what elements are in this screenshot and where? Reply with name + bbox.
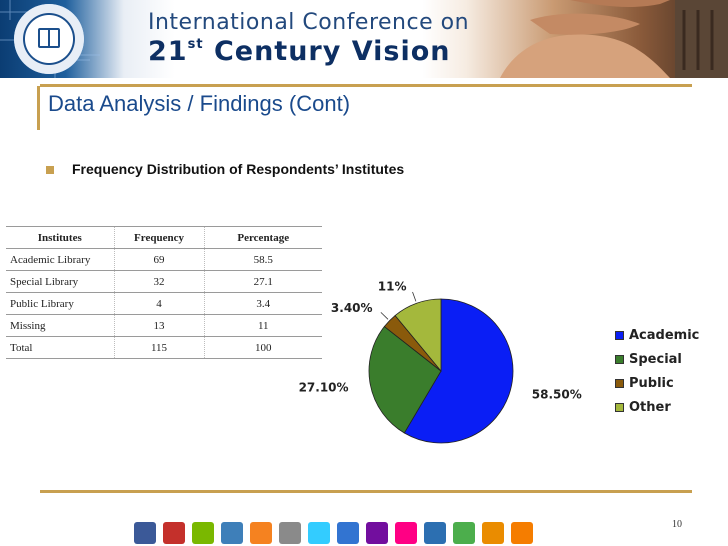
data-label-public: 3.40%: [331, 301, 373, 315]
myspace-icon[interactable]: [221, 522, 243, 544]
conference-title: International Conference on 21st Century…: [148, 10, 469, 67]
page-number: 10: [672, 519, 682, 530]
bullet-icon: [46, 166, 54, 174]
column-header-percentage: Percentage: [204, 226, 322, 249]
legend-item-special: Special: [607, 347, 709, 371]
slide-title: Data Analysis / Findings (Cont): [48, 91, 351, 116]
table-header-row: Institutes Frequency Percentage: [6, 226, 322, 249]
friendfeed-icon[interactable]: [424, 522, 446, 544]
table-cell: 11: [204, 314, 322, 337]
legend-swatch: [615, 330, 624, 340]
table-cell: 3.4: [204, 292, 322, 315]
hi5-icon[interactable]: [482, 522, 504, 544]
twitter-icon[interactable]: [308, 522, 330, 544]
legend-swatch: [615, 402, 624, 412]
footer-rule: [40, 490, 692, 493]
legend-swatch: [615, 354, 624, 364]
legend-swatch: [615, 378, 624, 388]
data-label-academic: 58.50%: [532, 388, 582, 402]
delicious-icon[interactable]: [337, 522, 359, 544]
facebook-icon[interactable]: [134, 522, 156, 544]
conference-title-rest: Century Vision: [213, 36, 451, 67]
legend-label: Public: [629, 375, 674, 391]
bullet-text: Frequency Distribution of Respondents’ I…: [72, 161, 405, 177]
table-row: Total 115 100: [6, 336, 322, 359]
ordinal-number: 21: [148, 36, 188, 67]
table-cell: 115: [114, 336, 205, 359]
stacked-hands-image: [500, 0, 728, 78]
table-cell: Missing: [6, 314, 115, 337]
table-cell: Academic Library: [6, 248, 115, 271]
table-cell: Special Library: [6, 270, 115, 293]
table-row: Special Library 32 27.1: [6, 270, 322, 293]
chart-legend: Academic Special Public Other: [606, 322, 710, 420]
column-header-frequency: Frequency: [114, 226, 205, 249]
table-row: Academic Library 69 58.5: [6, 248, 322, 271]
legend-label: Academic: [629, 327, 700, 343]
pie-chart: 58.50% 27.10% 3.40% 11%: [299, 279, 582, 444]
wikipedia-icon[interactable]: [279, 522, 301, 544]
ordinal-suffix: st: [187, 37, 204, 52]
legend-label: Special: [629, 351, 682, 367]
association-seal-logo: [14, 4, 84, 74]
leader-line-public: [380, 312, 389, 320]
social-icons-bar: [134, 522, 533, 544]
youtube-icon[interactable]: [163, 522, 185, 544]
rss-icon[interactable]: [250, 522, 272, 544]
pie-slice-academic: [403, 298, 514, 444]
data-label-special: 27.10%: [299, 381, 349, 395]
table-row: Missing 13 11: [6, 314, 322, 337]
table-cell: 13: [114, 314, 205, 337]
legend-label: Other: [629, 399, 671, 415]
header-banner: International Conference on 21st Century…: [0, 0, 728, 78]
blogger-icon[interactable]: [511, 522, 533, 544]
frequency-table: Institutes Frequency Percentage Academic…: [6, 226, 322, 359]
legend-item-academic: Academic: [607, 323, 709, 347]
title-accent-bar: [37, 86, 40, 130]
conference-title-line2: 21st Century Vision: [148, 36, 469, 67]
table-cell: 100: [204, 336, 322, 359]
table-cell: 27.1: [204, 270, 322, 293]
legend-item-public: Public: [607, 371, 709, 395]
table-row: Public Library 4 3.4: [6, 292, 322, 315]
leader-line-other: [412, 291, 417, 302]
table-cell: 58.5: [204, 248, 322, 271]
msn-icon[interactable]: [192, 522, 214, 544]
legend-item-other: Other: [607, 395, 709, 419]
yahoo-icon[interactable]: [366, 522, 388, 544]
messenger-icon[interactable]: [453, 522, 475, 544]
table-cell: Public Library: [6, 292, 115, 315]
table-cell: Total: [6, 336, 115, 359]
table-cell: 69: [114, 248, 205, 271]
conference-title-line1: International Conference on: [148, 10, 470, 35]
table-cell: 4: [114, 292, 205, 315]
data-label-other: 11%: [378, 279, 407, 293]
pie-slice-other: [394, 298, 442, 373]
table-cell: 32: [114, 270, 205, 293]
title-rule: [40, 84, 692, 87]
flickr-icon[interactable]: [395, 522, 417, 544]
pie-slice-special: [368, 325, 442, 434]
column-header-institutes: Institutes: [6, 226, 115, 249]
